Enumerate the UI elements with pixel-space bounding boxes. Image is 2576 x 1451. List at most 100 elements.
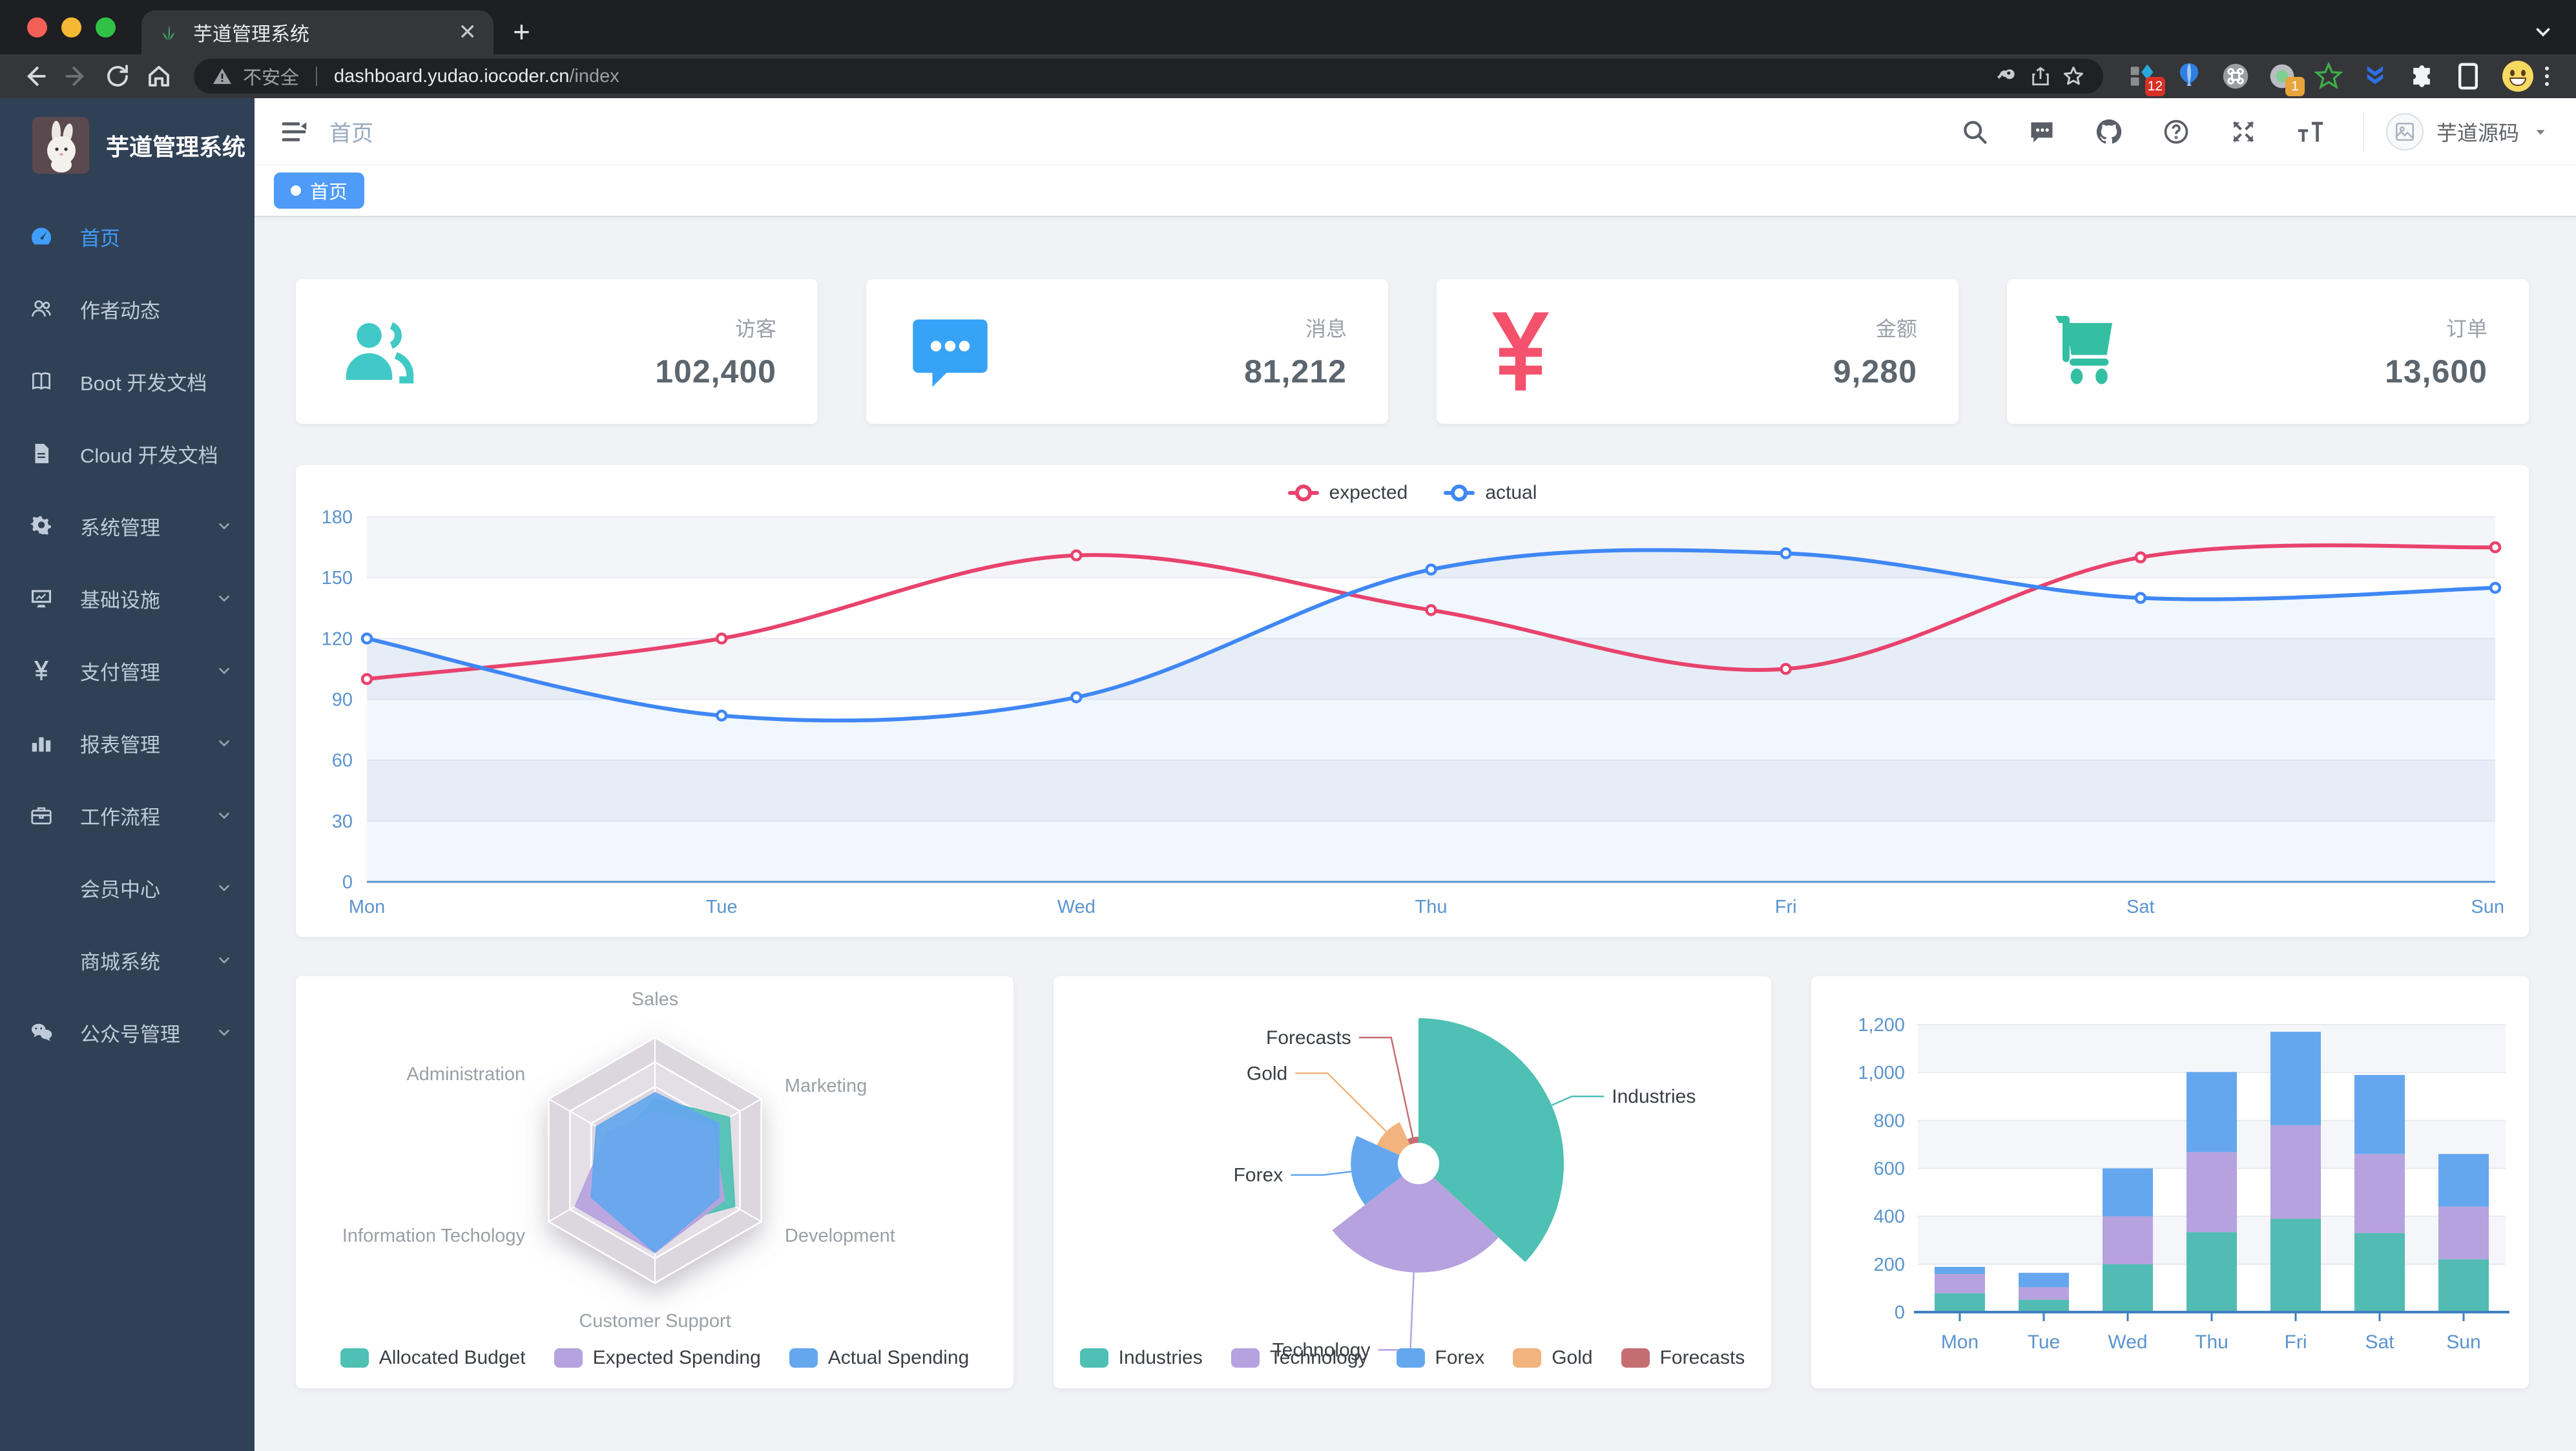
puzzle-extension-icon[interactable]: [2407, 61, 2436, 91]
sidebar-item-2[interactable]: Boot 开发文档: [0, 345, 254, 417]
legend-item-Allocated Budget[interactable]: Allocated Budget: [340, 1347, 526, 1369]
svg-text:400: 400: [1874, 1207, 1905, 1227]
svg-text:30: 30: [332, 811, 353, 832]
sidebar-item-6[interactable]: 支付管理: [0, 634, 254, 707]
back-icon[interactable]: [17, 58, 53, 94]
chevron-down-icon: [216, 879, 233, 896]
sidebar-item-3[interactable]: Cloud 开发文档: [0, 417, 254, 490]
pie-label: Technology: [1272, 1339, 1371, 1361]
browser-menu-icon[interactable]: [2539, 67, 2559, 86]
tab-search-chevron-icon[interactable]: [2532, 21, 2554, 43]
breadcrumb[interactable]: 首页: [329, 121, 373, 146]
radar-axis-label: Customer Support: [579, 1311, 731, 1331]
user-menu[interactable]: 芋道源码: [2362, 112, 2548, 151]
sidebar-item-10[interactable]: 商城系统: [0, 924, 254, 996]
legend-item-Forex[interactable]: Forex: [1396, 1347, 1484, 1369]
sidebar-item-7[interactable]: 报表管理: [0, 707, 254, 779]
font-size-icon[interactable]: [2296, 117, 2325, 147]
bar-chart-icon: [28, 730, 54, 756]
command-extension-icon[interactable]: [2221, 61, 2250, 91]
sidebar-item-1[interactable]: 作者动态: [0, 273, 254, 345]
sidebar-item-label: 基础设施: [80, 589, 160, 612]
stat-text: 金额 9,280: [1833, 313, 1917, 390]
stat-label: 订单: [2446, 317, 2488, 340]
bookmark-star-icon[interactable]: [2062, 65, 2085, 88]
tag-home[interactable]: 首页: [274, 172, 365, 209]
svg-text:Fri: Fri: [1775, 897, 1797, 917]
radar-axis-label: Sales: [632, 989, 679, 1010]
legend-label: Allocated Budget: [379, 1347, 526, 1368]
svg-text:Thu: Thu: [2195, 1331, 2228, 1353]
sidebar-item-5[interactable]: 基础设施: [0, 562, 254, 634]
zoom-window-button[interactable]: [96, 17, 116, 37]
sidebar-item-8[interactable]: 工作流程: [0, 779, 254, 851]
new-tab-button[interactable]: +: [513, 15, 530, 48]
stat-text: 访客 102,400: [655, 313, 776, 390]
pie-label: Forecasts: [1266, 1027, 1351, 1049]
svg-text:Wed: Wed: [2108, 1331, 2147, 1353]
stat-card-1[interactable]: 消息 81,212: [866, 279, 1388, 424]
legend-label: Actual Spending: [827, 1347, 970, 1368]
password-key-icon[interactable]: [1996, 65, 2019, 88]
sidebar-item-4[interactable]: 系统管理: [0, 490, 254, 562]
squares-diamond-extension-icon[interactable]: 12: [2128, 61, 2165, 96]
sidebar-item-11[interactable]: 公众号管理: [0, 996, 254, 1069]
browser-profile-avatar[interactable]: [2502, 61, 2533, 92]
hamburger-collapse-icon[interactable]: [273, 110, 315, 153]
home-icon[interactable]: [141, 58, 177, 94]
sidebar-item-0[interactable]: 首页: [0, 200, 254, 273]
stat-text: 订单 13,600: [2385, 313, 2488, 390]
svg-text:150: 150: [322, 568, 353, 589]
wechat-icon: [28, 1019, 54, 1045]
stat-card-3[interactable]: 订单 13,600: [2007, 279, 2529, 424]
legend-swatch: [1396, 1348, 1425, 1368]
legend-item-Actual Spending[interactable]: Actual Spending: [789, 1347, 970, 1369]
not-secure-warning-icon[interactable]: [212, 66, 233, 87]
tab-close-icon[interactable]: ✕: [458, 20, 477, 45]
people-icon: [28, 296, 54, 322]
green-star-extension-icon[interactable]: [2314, 61, 2343, 91]
radar-axis-label: Administration: [406, 1064, 525, 1085]
legend-item-Gold[interactable]: Gold: [1513, 1347, 1593, 1369]
balloon-extension-icon[interactable]: [2174, 61, 2204, 91]
monitor-icon: [28, 585, 54, 611]
address-bar[interactable]: 不安全 dashboard.yudao.iocoder.cn/index: [194, 59, 2103, 94]
legend-item-Expected Spending[interactable]: Expected Spending: [554, 1347, 761, 1369]
stat-card-2[interactable]: 金额 9,280: [1437, 279, 1958, 424]
svg-text:800: 800: [1874, 1111, 1905, 1131]
close-window-button[interactable]: [27, 17, 47, 37]
chevron-down-icon: [216, 662, 233, 679]
legend-item-Industries[interactable]: Industries: [1079, 1347, 1203, 1369]
blue-chevrons-extension-icon[interactable]: [2360, 61, 2390, 91]
minimize-window-button[interactable]: [61, 17, 81, 37]
radar-axis-label: Development: [785, 1226, 895, 1246]
fullscreen-icon[interactable]: [2228, 117, 2258, 147]
app-logo[interactable]: 芋道管理系统: [0, 98, 254, 193]
sidebar-item-label: 报表管理: [80, 733, 160, 757]
stat-text: 消息 81,212: [1244, 313, 1347, 390]
github-icon[interactable]: [2094, 117, 2124, 147]
search-icon[interactable]: [1960, 117, 1989, 147]
legend-item-expected[interactable]: expected: [1287, 482, 1407, 504]
sidebar-item-9[interactable]: 会员中心: [0, 851, 254, 924]
forward-icon[interactable]: [58, 58, 94, 94]
svg-text:600: 600: [1874, 1159, 1905, 1180]
reload-icon[interactable]: [99, 58, 136, 94]
svg-text:60: 60: [332, 751, 353, 771]
legend-item-actual[interactable]: actual: [1444, 482, 1537, 504]
stat-card-0[interactable]: 访客 102,400: [296, 279, 818, 424]
legend-item-Technology[interactable]: Technology: [1231, 1347, 1368, 1369]
tag-active-dot: [291, 185, 301, 196]
message-icon[interactable]: [2027, 117, 2057, 147]
menu-blank-icon: [28, 947, 54, 973]
svg-text:Fri: Fri: [2285, 1331, 2307, 1353]
target-extension-icon[interactable]: 1: [2267, 61, 2305, 96]
frame-extension-icon[interactable]: [2453, 61, 2483, 91]
browser-tab[interactable]: 芋道管理系统 ✕: [141, 10, 493, 54]
share-icon[interactable]: [2030, 65, 2051, 87]
legend-item-Forecasts[interactable]: Forecasts: [1621, 1347, 1745, 1369]
chevron-down-icon: [216, 807, 233, 824]
legend-swatch: [1621, 1348, 1650, 1368]
sidebar-item-label: Cloud 开发文档: [80, 444, 218, 467]
help-icon[interactable]: [2161, 117, 2191, 147]
